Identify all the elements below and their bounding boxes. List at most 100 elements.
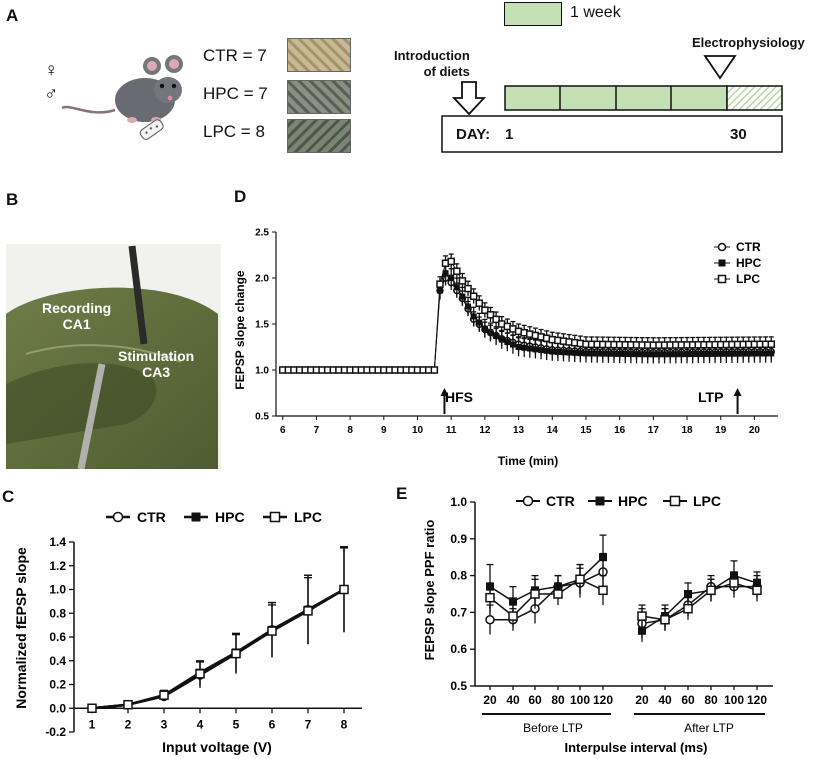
chart-d-legend-marker: [718, 259, 726, 267]
group-label-lpc: LPC = 8: [203, 122, 265, 141]
chart-d-point: [430, 366, 439, 374]
chart-d-x-tick-label: 18: [681, 425, 693, 436]
chart-d-point: [745, 350, 752, 357]
chart-c-point: [267, 626, 277, 636]
chart-d-point: [740, 350, 747, 357]
chart-d-x-tick-label: 16: [614, 425, 626, 436]
chart-e-y-tick-label: 1.0: [450, 495, 467, 509]
chart-c-x-axis-label: Input voltage (V): [162, 739, 272, 755]
chart-d-x-tick-label: 9: [381, 425, 387, 436]
chart-d-x-tick-label: 6: [280, 425, 286, 436]
chart-e-point: [706, 585, 716, 596]
chart-d-point: [706, 350, 713, 357]
group-label-hpc: HPC = 7: [203, 84, 268, 103]
chart-d-point: [700, 350, 707, 357]
chart-d-point: [599, 350, 606, 357]
chart-d-y-tick-label: 1.5: [255, 320, 269, 331]
chart-c-y-tick-label: 0.0: [49, 701, 66, 715]
chart-d-point: [611, 350, 618, 357]
chart-d-point: [622, 350, 629, 357]
chart-d-point: [448, 275, 455, 281]
chart-c-x-tick-label: 1: [89, 717, 96, 731]
chart-c-legend-marker: [191, 512, 201, 522]
chart-d-point: [667, 351, 674, 358]
chart-d-point: [554, 348, 561, 355]
chart-e-series-line: [641, 582, 758, 621]
chart-e-point: [575, 574, 585, 585]
chart-d-point: [695, 351, 702, 358]
chart-e-y-tick-label: 0.7: [450, 605, 467, 619]
chart-e-y-tick-label: 0.9: [450, 532, 467, 546]
chart-d-point: [459, 293, 466, 300]
chart-c-y-tick-label: 1.2: [49, 559, 66, 573]
chart-d-fepsp-time: 0.5 1.0 1.5 2.0 2.5 6 7 8 9 10 11 12 13 14 15 16 17 18 19 2…: [233, 228, 778, 468]
chart-d-point: [678, 351, 685, 358]
chart-d-point: [447, 257, 455, 266]
chart-d-point: [672, 351, 679, 358]
chart-d-point: [442, 270, 449, 277]
chart-e-x-tick-label: 60: [528, 693, 542, 707]
chart-e-legend-marker: [595, 496, 605, 506]
chart-c-legend-hpc: HPC: [215, 509, 245, 525]
chart-c-x-tick-label: 6: [269, 717, 276, 731]
chart-d-point: [538, 347, 545, 354]
chart-c-x-tick-label: 5: [233, 717, 240, 731]
chart-d-point: [481, 325, 488, 332]
chart-d-x-tick-label: 19: [715, 425, 727, 436]
day-timeline-box: [441, 115, 783, 153]
chart-e-ppf-ratio: 0.50.60.70.80.91.020 40 60 80 100 120 20 40 60 80…: [422, 493, 773, 755]
chart-e-point: [530, 589, 540, 599]
chart-e-x-tick-label: 60: [681, 693, 695, 707]
chart-d-x-tick-label: 10: [412, 425, 424, 436]
chart-e-x-axis-label: Interpulse interval (ms): [564, 740, 707, 755]
food-pellets-lpc: [287, 119, 351, 153]
chart-d-legend-ctr: CTR: [736, 240, 761, 254]
chart-c-y-axis-label: Normalized fEPSP slope: [13, 547, 29, 709]
chart-d-point: [712, 350, 719, 357]
food-pellets-ctr: [287, 38, 351, 72]
chart-d-point: [493, 332, 500, 339]
chart-d-x-tick-label: 8: [347, 425, 353, 436]
chart-e-x-tick-label: 20: [635, 693, 649, 707]
chart-d-point: [543, 347, 550, 354]
chart-e-x-tick-label: 80: [704, 693, 718, 707]
chart-e-x-tick-label: 40: [506, 693, 520, 707]
chart-e-point: [598, 585, 608, 596]
chart-e-x-tick-label: 40: [658, 693, 672, 707]
chart-c-x-tick-label: 3: [161, 717, 168, 731]
chart-d-point: [509, 341, 516, 348]
chart-d-point: [627, 351, 634, 358]
chart-c-input-output: -0.2 0.0 0.2 0.4 0.6 0.8 1.0 1.2 1.4 1 2 3 4 5 6 7 8 Inp…: [13, 509, 362, 755]
chart-d-ltp-arrow-head: [733, 388, 742, 396]
chart-e-y-axis-label: FEPSP slope PPF ratio: [422, 520, 437, 661]
chart-d-point: [650, 351, 657, 358]
chart-d-point: [577, 350, 584, 357]
chart-d-point: [532, 346, 539, 353]
chart-e-y-tick-label: 0.6: [450, 642, 467, 656]
chart-d-point: [639, 351, 646, 358]
chart-d-legend-marker: [717, 274, 727, 284]
panel-letter-e: E: [396, 484, 408, 503]
chart-d-point: [594, 350, 601, 357]
panel-letter-d: D: [234, 187, 247, 206]
chart-c-legend-marker: [112, 511, 124, 523]
introduction-arrow: [451, 81, 487, 116]
chart-e-x-tick-label: 100: [724, 693, 744, 707]
chart-c-point: [195, 669, 205, 679]
chart-d-x-tick-label: 14: [547, 425, 559, 436]
female-symbol: ♀: [44, 60, 59, 81]
chart-c-y-tick-label: 0.8: [49, 606, 66, 620]
chart-d-point: [458, 277, 467, 285]
chart-d-point: [470, 313, 477, 320]
chart-e-x-tick-label: 20: [483, 693, 497, 707]
chart-d-point: [475, 299, 484, 307]
chart-c-x-tick-label: 2: [125, 717, 132, 731]
chart-c-y-tick-label: 1.0: [49, 583, 66, 597]
chart-d-legend-hpc: HPC: [736, 256, 762, 270]
chart-e-point: [638, 626, 646, 635]
day-start: 1: [505, 126, 514, 143]
chart-d-y-axis-label: FEPSP slope change: [233, 270, 247, 389]
chart-d-point: [549, 348, 556, 355]
chart-d-point: [476, 319, 483, 326]
chart-d-y-tick-label: 0.5: [255, 412, 269, 423]
